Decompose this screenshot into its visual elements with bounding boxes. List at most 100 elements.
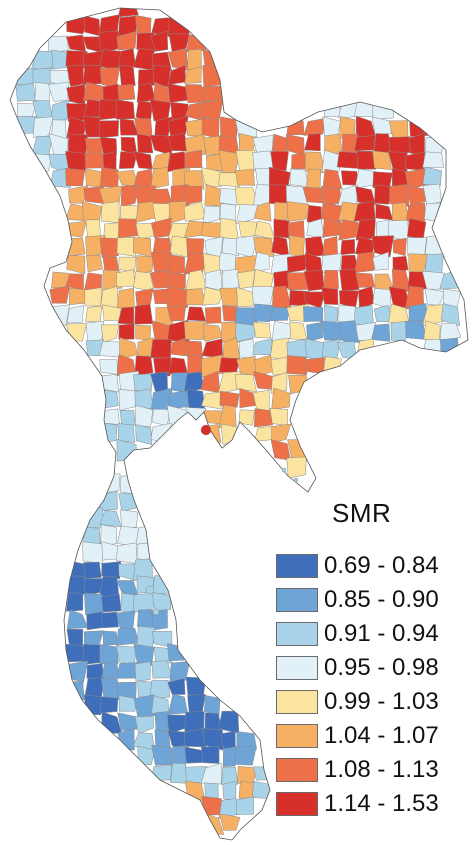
district-region xyxy=(321,202,342,223)
district-region xyxy=(82,561,102,580)
district-region xyxy=(440,337,459,360)
district-region xyxy=(407,237,427,256)
district-region xyxy=(115,610,136,631)
district-region xyxy=(168,115,189,137)
legend-item: 0.69 - 0.84 xyxy=(276,552,466,580)
district-region xyxy=(252,370,275,391)
district-region xyxy=(136,133,154,154)
district-region xyxy=(101,389,119,409)
district-region xyxy=(65,203,85,221)
district-region xyxy=(234,746,257,766)
district-region xyxy=(201,795,222,816)
district-region xyxy=(185,407,207,427)
district-region xyxy=(66,255,86,275)
district-region xyxy=(85,339,105,357)
district-region xyxy=(135,525,154,545)
district-region xyxy=(236,204,259,224)
district-region xyxy=(372,150,392,170)
district-region xyxy=(102,630,119,646)
district-region xyxy=(117,84,136,101)
district-region xyxy=(100,473,121,494)
district-region xyxy=(287,201,310,222)
district-region xyxy=(101,561,122,580)
district-region xyxy=(356,151,377,170)
district-region xyxy=(83,81,105,102)
region-layer xyxy=(14,8,462,835)
district-region xyxy=(253,251,270,272)
district-region xyxy=(30,50,54,71)
district-region xyxy=(202,323,223,342)
district-region xyxy=(219,188,239,206)
district-region xyxy=(116,662,139,679)
district-region xyxy=(218,149,240,173)
district-region xyxy=(99,644,119,665)
legend-label: 0.85 - 0.90 xyxy=(324,586,439,613)
island-region xyxy=(200,424,212,436)
island-region xyxy=(152,608,160,616)
district-region xyxy=(184,66,202,84)
district-region xyxy=(167,693,188,715)
district-region xyxy=(135,324,151,341)
district-region xyxy=(319,320,343,341)
district-region xyxy=(375,203,394,221)
district-region xyxy=(304,133,321,152)
district-region xyxy=(82,541,105,565)
district-region xyxy=(66,305,84,324)
district-region xyxy=(204,782,219,799)
district-region xyxy=(118,323,135,340)
district-region xyxy=(168,33,190,52)
district-region xyxy=(135,424,153,446)
district-region xyxy=(321,253,342,274)
district-region xyxy=(271,387,291,410)
district-region xyxy=(440,303,460,327)
district-region xyxy=(150,339,172,359)
legend-label: 0.91 - 0.94 xyxy=(324,620,439,647)
legend-swatch xyxy=(276,758,318,782)
district-region xyxy=(323,269,339,290)
legend-item: 1.14 - 1.53 xyxy=(276,790,466,818)
district-region xyxy=(167,678,186,695)
district-region xyxy=(371,235,395,258)
district-region xyxy=(270,439,291,461)
district-region xyxy=(204,694,221,717)
district-region xyxy=(235,169,255,186)
legend-item: 0.99 - 1.03 xyxy=(276,688,466,716)
district-region xyxy=(100,201,120,223)
district-region xyxy=(149,30,169,52)
district-region xyxy=(371,323,391,342)
district-region xyxy=(393,237,407,257)
district-region xyxy=(289,321,308,340)
district-region xyxy=(81,201,103,223)
district-region xyxy=(204,306,222,324)
district-region xyxy=(186,48,202,71)
district-region xyxy=(83,630,104,647)
district-region xyxy=(65,168,86,187)
district-region xyxy=(270,372,288,394)
district-region xyxy=(303,306,324,322)
district-region xyxy=(286,338,308,358)
district-region xyxy=(150,217,172,239)
district-region xyxy=(135,288,154,307)
district-region xyxy=(136,255,155,274)
district-region xyxy=(154,711,171,733)
district-region xyxy=(32,116,54,138)
district-region xyxy=(65,643,86,663)
district-region xyxy=(392,256,409,273)
legend-title: SMR xyxy=(332,498,392,528)
district-region xyxy=(269,307,290,321)
district-region xyxy=(117,48,136,69)
district-region xyxy=(252,780,273,799)
district-region xyxy=(219,287,239,306)
district-region xyxy=(47,81,70,102)
district-region xyxy=(235,373,257,393)
district-region xyxy=(133,168,154,188)
district-region xyxy=(202,728,224,751)
district-region xyxy=(183,321,206,340)
district-region xyxy=(118,151,138,169)
district-region xyxy=(202,85,225,103)
district-region xyxy=(236,269,256,289)
district-region xyxy=(83,99,102,118)
district-region xyxy=(168,390,190,410)
district-region xyxy=(354,135,376,152)
district-region xyxy=(152,408,171,427)
